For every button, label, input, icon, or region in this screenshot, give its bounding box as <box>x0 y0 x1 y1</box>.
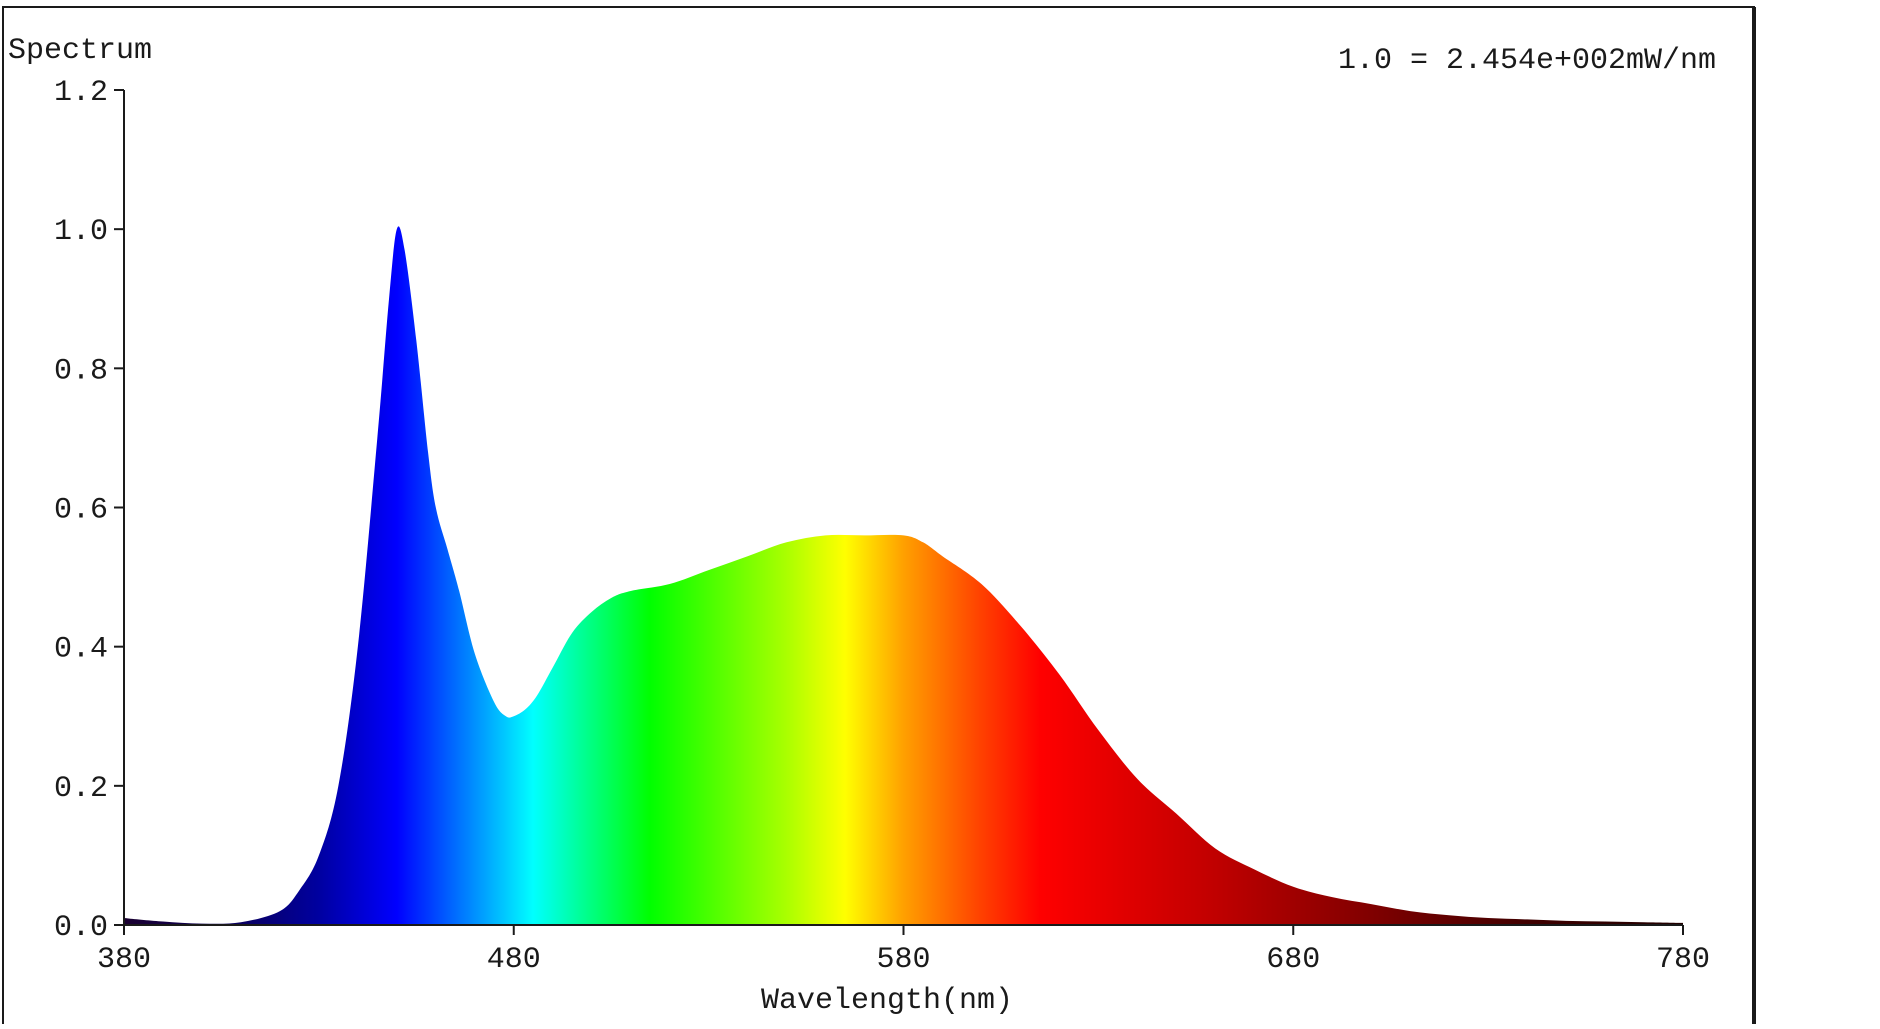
y-tick-label: 0.0 <box>54 911 108 945</box>
scale-note: 1.0 = 2.454e+002mW/nm <box>1338 44 1716 78</box>
y-tick-label: 0.6 <box>54 494 108 528</box>
y-tick-group: 0.0 0.2 0.4 0.6 0.8 1.0 1.2 <box>54 76 124 945</box>
y-tick-label: 1.0 <box>54 215 108 249</box>
x-tick-label: 680 <box>1266 943 1320 977</box>
y-tick-label: 1.2 <box>54 76 108 110</box>
x-tick-group: 380 480 580 680 780 <box>97 925 1710 977</box>
spectrum-area <box>124 226 1683 925</box>
chart-title: Spectrum <box>8 34 152 68</box>
x-axis-label: Wavelength(nm) <box>761 984 1013 1018</box>
y-tick-label: 0.8 <box>54 354 108 388</box>
y-tick-label: 0.4 <box>54 633 108 667</box>
y-tick-label: 0.2 <box>54 772 108 806</box>
x-tick-label: 780 <box>1656 943 1710 977</box>
x-tick-label: 580 <box>876 943 930 977</box>
x-tick-label: 380 <box>97 943 151 977</box>
x-tick-label: 480 <box>487 943 541 977</box>
